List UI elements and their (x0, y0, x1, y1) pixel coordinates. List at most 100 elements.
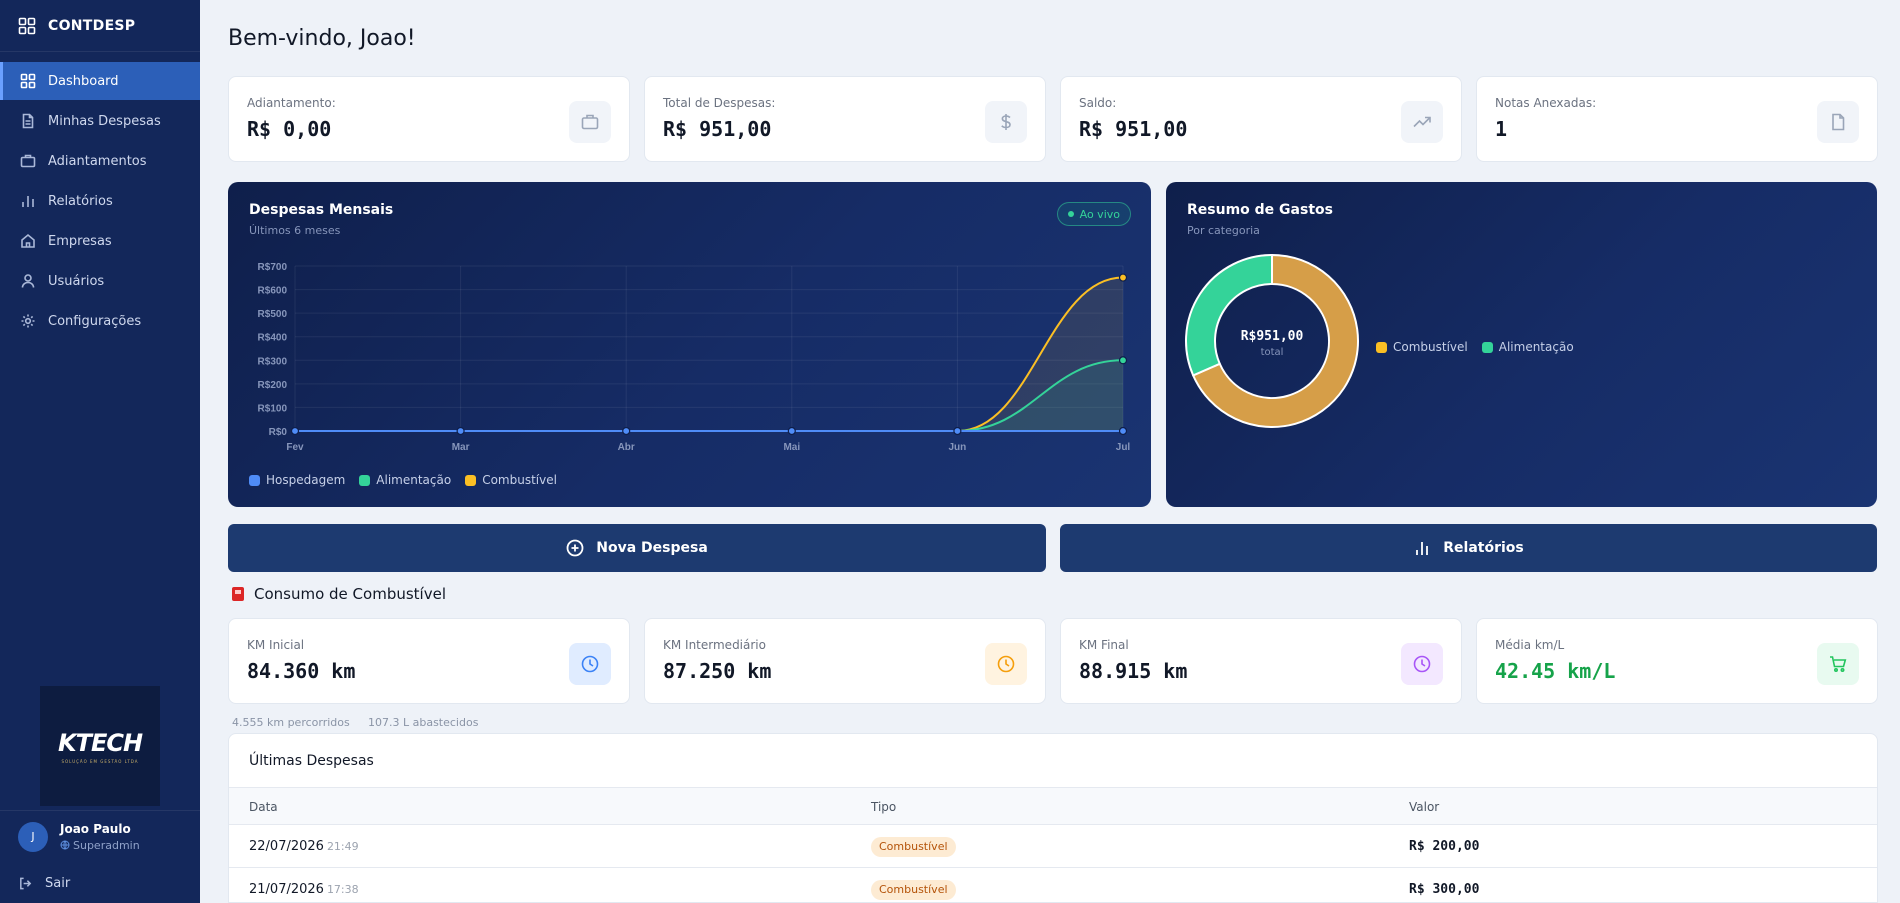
cart-icon (1830, 656, 1847, 673)
globe-icon (60, 839, 70, 850)
sidebar-item-dashboard[interactable]: Dashboard (0, 62, 200, 100)
data-point[interactable] (456, 426, 465, 436)
row-type: Combustível (871, 868, 956, 902)
stat-label: Adiantamento: (247, 96, 336, 110)
logout-button[interactable]: Sair (18, 876, 70, 891)
dollar-icon (1001, 114, 1011, 130)
sidebar-item-relatorios[interactable]: Relatórios (0, 182, 200, 220)
stat-icon-box (1817, 101, 1859, 143)
donut-slice-1[interactable] (1185, 253, 1273, 377)
row-type: Combustível (871, 825, 956, 868)
monthly-expenses-panel: Despesas Mensais Últimos 6 meses Ao vivo… (228, 182, 1151, 507)
data-point[interactable] (1118, 356, 1128, 365)
data-point[interactable] (622, 426, 631, 436)
legend-swatch (1376, 341, 1387, 353)
legend-item-combustivel[interactable]: Combustível (1376, 340, 1468, 354)
live-dot-icon (1067, 211, 1074, 217)
data-point[interactable] (787, 426, 796, 436)
stat-icon-box (1401, 643, 1443, 685)
column-header-valor[interactable]: Valor (1409, 800, 1440, 814)
stat-icon-box (1401, 101, 1443, 143)
sidebar-item-label: Usuários (48, 273, 105, 289)
panel-subtitle: Últimos 6 meses (249, 224, 341, 237)
plus-circle-icon (566, 539, 584, 557)
legend-swatch (465, 474, 477, 486)
stat-label: KM Inicial (247, 638, 305, 652)
stat-value: 42.45 km/L (1495, 659, 1616, 683)
brand[interactable]: CONTDESP (0, 0, 200, 52)
sidebar-item-empresas[interactable]: Empresas (0, 222, 200, 260)
legend-item-hospedagem[interactable]: Hospedagem (249, 473, 345, 487)
legend-swatch (359, 474, 371, 486)
column-header-tipo[interactable]: Tipo (871, 800, 897, 814)
home-icon (21, 233, 35, 248)
company-logo-mark: KTECH (57, 728, 143, 757)
data-point[interactable] (290, 426, 300, 436)
new-expense-button[interactable]: Nova Despesa (228, 524, 1046, 572)
brand-name: CONTDESP (48, 17, 136, 34)
row-date: 22/07/2026 21:49 (249, 839, 359, 854)
x-tick-label: Mai (783, 442, 800, 453)
table-row[interactable]: 21/07/2026 17:38 Combustível R$ 300,00 (229, 868, 1877, 902)
briefcase-icon (20, 154, 36, 168)
row-date: 21/07/2026 17:38 (249, 882, 359, 897)
panel-title: Resumo de Gastos (1187, 202, 1333, 218)
sidebar-item-label: Relatórios (48, 193, 113, 209)
fuel-card-media-km-l: Média km/L 42.45 km/L (1476, 618, 1878, 704)
legend-swatch (249, 474, 260, 486)
document-icon (1832, 113, 1845, 131)
sidebar-item-adiantamentos[interactable]: Adiantamentos (0, 142, 200, 180)
reports-label: Relatórios (1443, 540, 1524, 556)
liters-note: 107.3 L abastecidos (368, 716, 479, 729)
stat-icon-box (985, 101, 1027, 143)
sidebar-item-configuracoes[interactable]: Configurações (0, 302, 200, 340)
stat-card-saldo: Saldo: R$ 951,00 (1060, 76, 1462, 162)
type-badge: Combustível (871, 837, 956, 857)
panel-title: Despesas Mensais (249, 202, 394, 218)
column-header-data[interactable]: Data (249, 800, 278, 814)
stat-icon-box (1817, 643, 1859, 685)
line-chart: R$0 R$100 R$200 R$300 R$400 R$500 R$600 R$700 Fe… (258, 262, 1131, 453)
fuel-card-km-final: KM Final 88.915 km (1060, 618, 1462, 704)
sidebar-item-label: Minhas Despesas (48, 113, 161, 129)
stat-label: KM Final (1079, 638, 1129, 652)
stat-card-notas-anexadas: Notas Anexadas: 1 (1476, 76, 1878, 162)
donut-slice-0[interactable] (1191, 253, 1359, 428)
clock-icon (997, 655, 1015, 673)
y-tick-label: R$100 (258, 403, 288, 414)
y-tick-label: R$700 (258, 262, 288, 273)
sidebar-item-label: Adiantamentos (48, 153, 147, 169)
y-tick-label: R$300 (258, 356, 288, 367)
donut-chart (1185, 253, 1359, 428)
data-point[interactable] (953, 426, 962, 436)
series-area-1 (295, 360, 1123, 431)
chart-grid (294, 265, 1124, 432)
stat-value: 84.360 km (247, 659, 356, 683)
data-point[interactable] (1118, 426, 1128, 436)
spending-summary-panel: Resumo de Gastos Por categoria R$951,00 … (1166, 182, 1877, 507)
stat-value: 88.915 km (1079, 659, 1188, 683)
user-name: Joao Paulo (60, 821, 131, 836)
sidebar-item-label: Configurações (48, 313, 142, 329)
sidebar-item-usuarios[interactable]: Usuários (0, 262, 200, 300)
user-profile[interactable]: J Joao Paulo Superadmin (0, 810, 200, 862)
stat-icon-box (569, 643, 611, 685)
user-role: Superadmin (60, 839, 140, 852)
y-tick-label: R$0 (269, 427, 288, 438)
fuel-card-km-intermediario: KM Intermediário 87.250 km (644, 618, 1046, 704)
data-point[interactable] (1118, 273, 1128, 282)
logout-icon (20, 877, 32, 890)
legend-item-alimentacao[interactable]: Alimentação (1481, 340, 1574, 354)
donut-center-value: R$951,00 (1240, 329, 1304, 344)
donut-center-label: total (1260, 347, 1284, 358)
table-row[interactable]: 22/07/2026 21:49 Combustível R$ 200,00 (229, 825, 1877, 868)
legend-item-alimentacao[interactable]: Alimentação (359, 473, 451, 487)
gear-icon (21, 314, 35, 328)
donut-legend: Combustível Alimentação (1376, 340, 1588, 354)
legend-item-combustivel[interactable]: Combustível (465, 473, 557, 487)
x-tick-label: Fev (286, 442, 304, 453)
reports-button[interactable]: Relatórios (1060, 524, 1877, 572)
sidebar-nav: Dashboard Minhas Despesas Adiantamentos … (0, 62, 200, 340)
sidebar-item-label: Empresas (48, 233, 112, 249)
sidebar-item-minhas-despesas[interactable]: Minhas Despesas (0, 102, 200, 140)
